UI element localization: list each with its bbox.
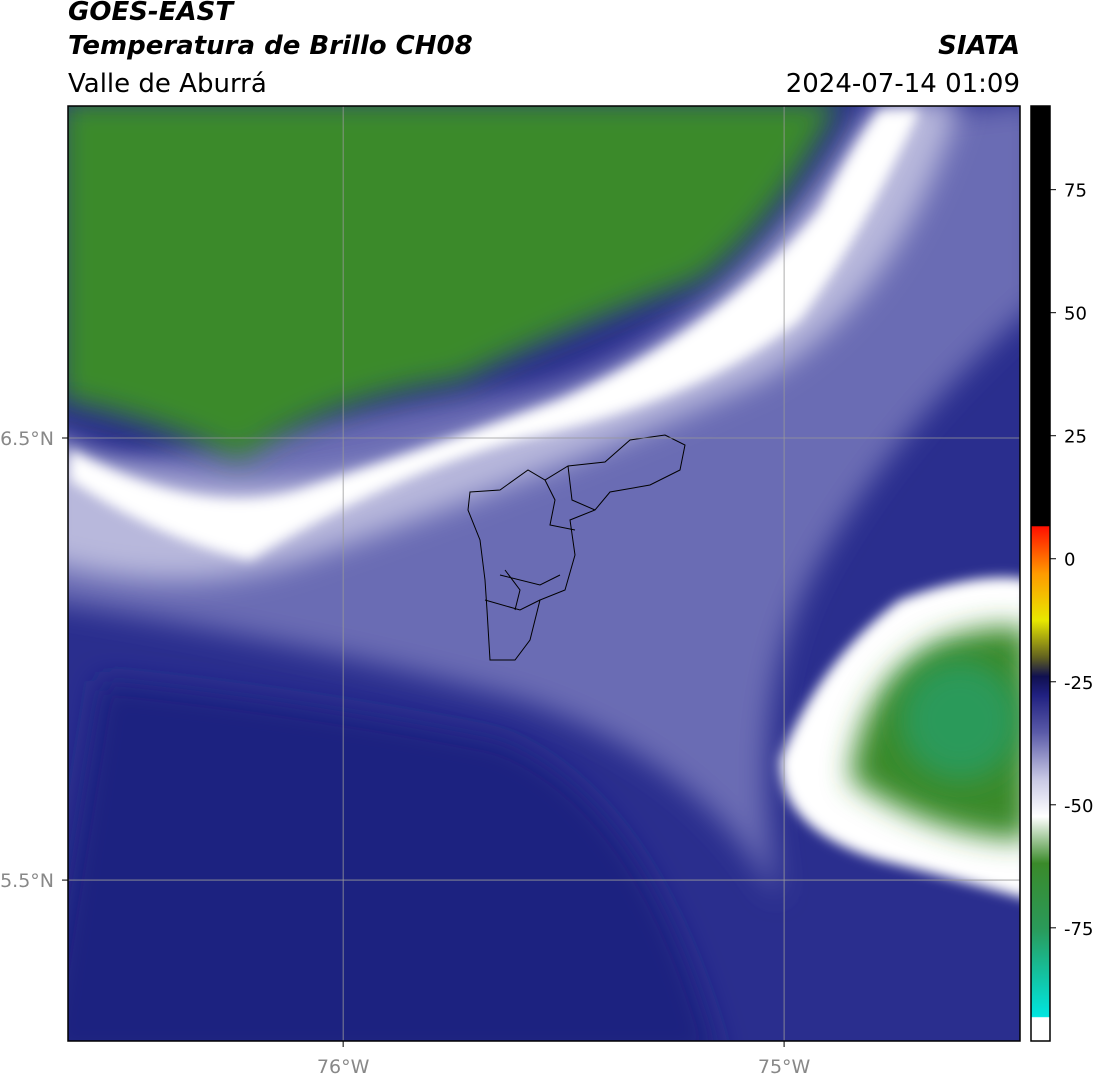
- lat-tick-label: 6.5°N: [0, 428, 54, 450]
- source: SIATA: [938, 31, 1020, 61]
- colorbar-tick-label: -25: [1064, 673, 1093, 694]
- colorbar-tick-label: 75: [1064, 181, 1087, 202]
- title: GOES-EAST: [68, 0, 235, 27]
- colorbar-tick-label: 50: [1064, 304, 1087, 325]
- colorbar-tick-label: 0: [1064, 550, 1075, 571]
- lon-tick-label: 75°W: [758, 1056, 811, 1078]
- lat-tick-label: 5.5°N: [0, 870, 54, 892]
- colorbar: [1030, 105, 1051, 1042]
- subtitle: Temperatura de Brillo CH08: [68, 31, 473, 61]
- region: Valle de Aburrá: [68, 69, 267, 99]
- municipal-boundaries: [467, 434, 686, 661]
- grid: [68, 106, 1020, 1041]
- lon-tick-label: 76°W: [317, 1056, 370, 1078]
- colorbar-tick-label: 25: [1064, 427, 1087, 448]
- colorbar-tick-label: -50: [1064, 796, 1093, 817]
- colorbar-tick-label: -75: [1064, 919, 1093, 940]
- datetime: 2024-07-14 01:09: [786, 69, 1020, 99]
- map-frame: [67, 105, 1021, 1042]
- satellite-image: [68, 106, 1020, 1041]
